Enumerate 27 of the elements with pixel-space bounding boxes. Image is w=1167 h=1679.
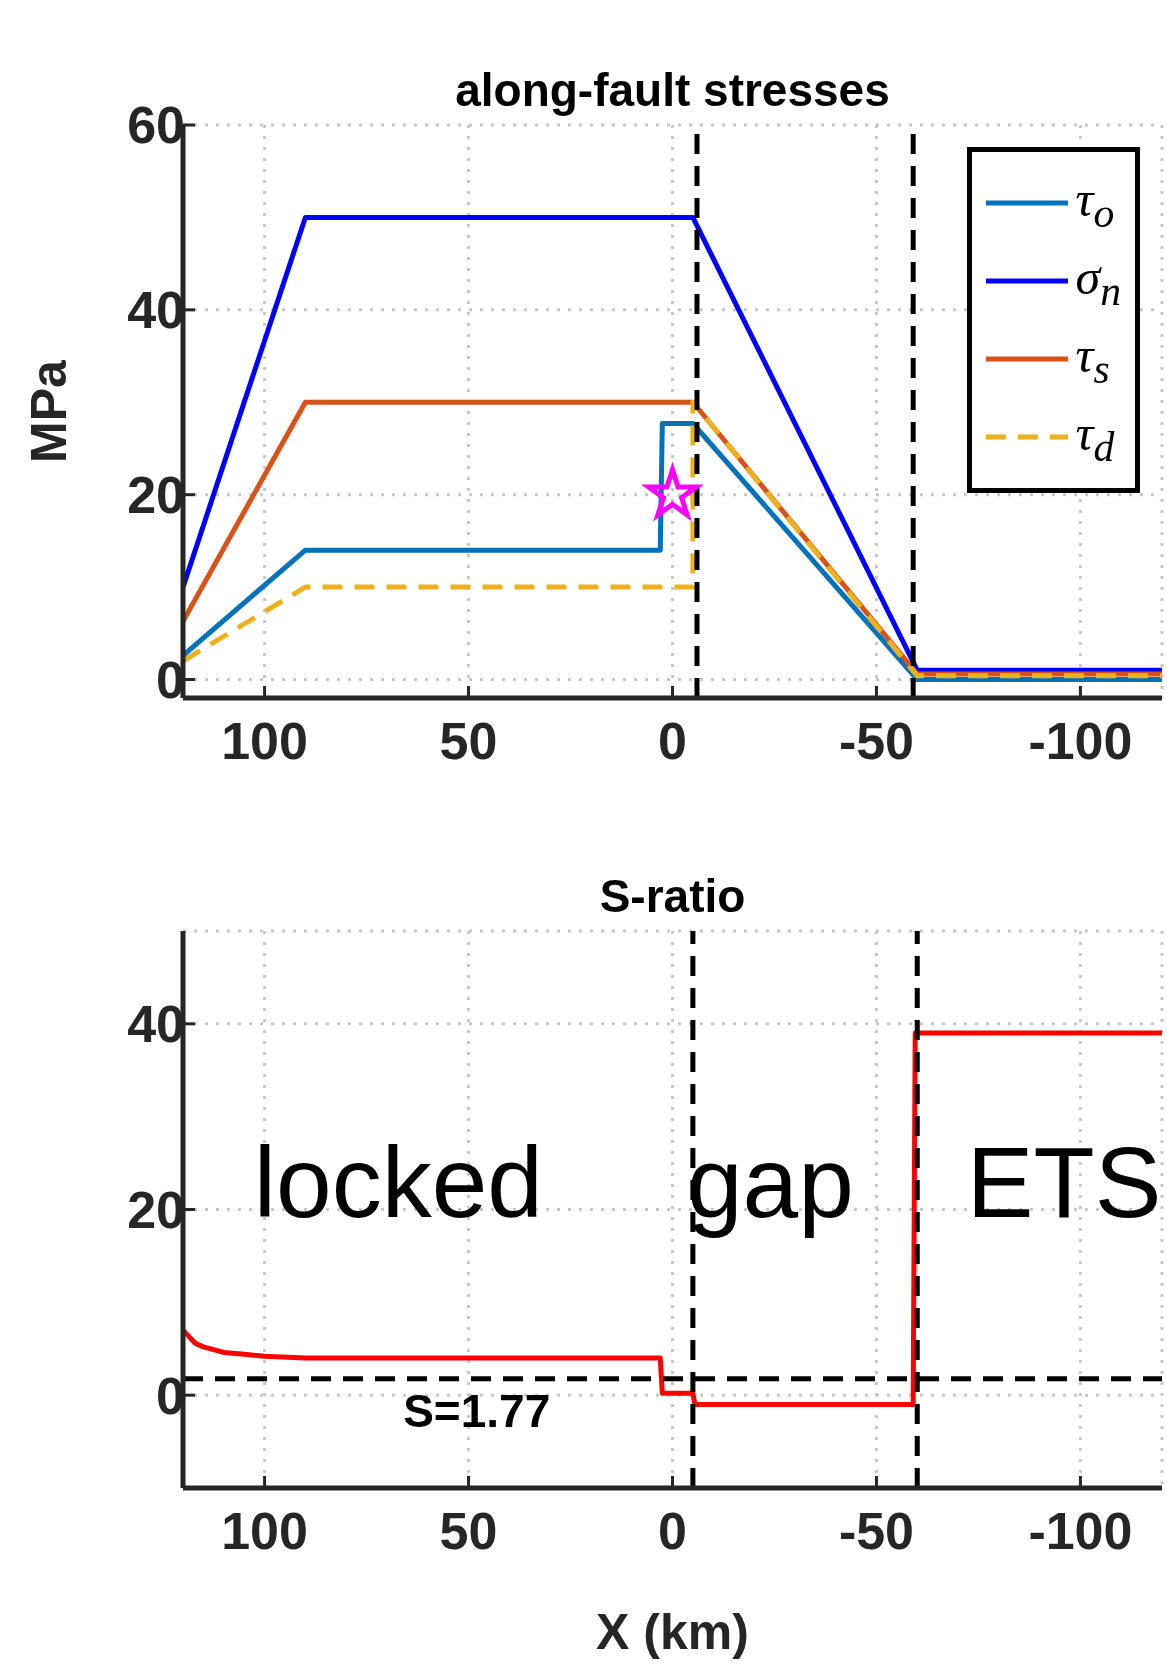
y-tick-label: 20 [127,466,185,525]
x-tick-label: 0 [658,711,687,770]
y-tick-label: 20 [127,1180,185,1239]
x-tick-label: 100 [221,1501,308,1560]
x-tick-label: -50 [838,711,915,770]
x-tick-label: -50 [838,1501,915,1560]
legend-label: τ$_{o}$ [1075,169,1115,237]
annotation: gap [686,1124,854,1240]
chart-title: along-fault stresses [455,64,890,116]
annotation: ETS [966,1124,1162,1240]
x-tick-label: 0 [658,1501,687,1560]
x-axis-title: X (km) [595,1603,750,1662]
legend-label: τ$_{d}$ [1075,403,1115,471]
legend-label: τ$_{s}$ [1075,325,1110,393]
x-tick-label: 50 [439,711,498,770]
y-tick-label: 60 [127,96,185,155]
legend-label: σ$_{n}$ [1075,247,1121,315]
y-tick-label: 40 [127,995,185,1054]
x-tick-label: -100 [1028,1501,1133,1560]
y-tick-label: 40 [127,281,185,340]
x-tick-label: 100 [221,711,308,770]
chart-title: S-ratio [598,869,747,923]
annotation: locked [253,1124,543,1240]
x-tick-label: 50 [439,1501,498,1560]
y-axis-title: MPa [21,358,77,463]
ref-line-label: S=1.77 [403,1384,551,1437]
x-tick-label: -100 [1028,711,1133,770]
